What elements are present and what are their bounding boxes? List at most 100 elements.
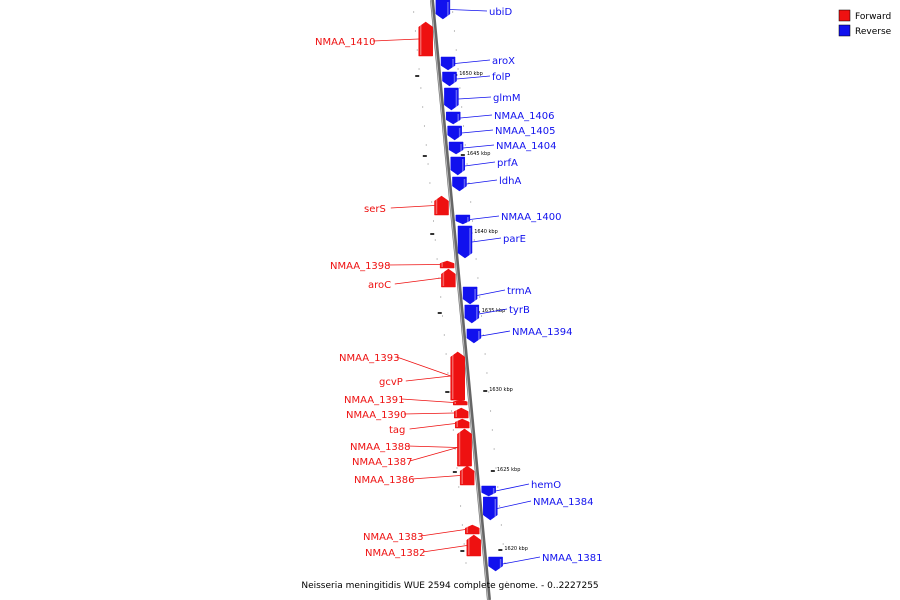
gene-folP[interactable]: folP: [442, 71, 511, 87]
gene-arrow[interactable]: [450, 156, 466, 176]
gene-label[interactable]: tag: [389, 425, 405, 436]
gene-arrow[interactable]: [440, 56, 456, 71]
gene-label[interactable]: NMAA_1384: [533, 497, 594, 508]
gene-label[interactable]: parE: [503, 234, 526, 245]
gene-NMAA_1383[interactable]: NMAA_1383: [363, 524, 480, 543]
gene-aroX[interactable]: aroX: [440, 56, 515, 71]
gene-leader-line: [461, 129, 494, 134]
gene-leader-line: [480, 330, 511, 337]
gene-leader-line: [407, 445, 458, 448]
gene-NMAA_1404[interactable]: NMAA_1404: [448, 141, 557, 155]
gene-arrow[interactable]: [435, 0, 451, 20]
gene-label[interactable]: aroC: [368, 280, 391, 291]
gene-serS[interactable]: serS: [364, 195, 449, 216]
gene-label[interactable]: tyrB: [509, 305, 530, 316]
gene-arrow[interactable]: [448, 141, 464, 155]
gene-label[interactable]: NMAA_1388: [350, 442, 411, 453]
gene-parE[interactable]: parE: [457, 225, 526, 259]
gene-label[interactable]: serS: [364, 204, 386, 215]
gene-trmA[interactable]: trmA: [462, 286, 532, 305]
gene-NMAA_1390[interactable]: NMAA_1390: [346, 407, 469, 421]
gene-label[interactable]: hemO: [531, 480, 561, 491]
gene-arrow[interactable]: [483, 496, 498, 521]
gene-arrow[interactable]: [457, 225, 473, 259]
gene-ubiD[interactable]: ubiD: [435, 0, 513, 20]
gene-NMAA_1382[interactable]: NMAA_1382: [365, 534, 482, 559]
gene-label[interactable]: trmA: [507, 286, 532, 297]
gene-label[interactable]: NMAA_1386: [354, 475, 415, 486]
gene-leader-line: [372, 38, 419, 42]
gene-arrow[interactable]: [465, 524, 480, 535]
gene-ldhA[interactable]: ldhA: [452, 176, 521, 192]
gene-label[interactable]: NMAA_1391: [344, 395, 405, 406]
gene-label[interactable]: NMAA_1404: [496, 141, 557, 152]
gene-leader-line: [403, 412, 455, 415]
gene-label[interactable]: prfA: [497, 158, 518, 169]
gene-prfA[interactable]: prfA: [450, 156, 518, 176]
gene-leader-line: [409, 447, 458, 462]
gene-label[interactable]: NMAA_1390: [346, 410, 407, 421]
gene-label[interactable]: folP: [492, 72, 510, 83]
gene-arrow[interactable]: [455, 214, 471, 225]
gene-label[interactable]: ubiD: [489, 7, 512, 18]
gene-arrow[interactable]: [418, 21, 433, 57]
gene-arrow[interactable]: [444, 87, 459, 111]
gene-NMAA_1394[interactable]: NMAA_1394: [466, 327, 573, 344]
gene-arrow[interactable]: [453, 407, 469, 419]
gene-label[interactable]: NMAA_1394: [512, 327, 573, 338]
gene-tag[interactable]: tag: [389, 418, 470, 436]
gene-NMAA_1386[interactable]: NMAA_1386: [354, 465, 475, 486]
gene-arrow[interactable]: [450, 351, 465, 401]
gene-NMAA_1381[interactable]: NMAA_1381: [488, 553, 603, 572]
gene-arrow[interactable]: [464, 304, 480, 324]
gene-NMAA_1387[interactable]: NMAA_1387: [352, 428, 472, 468]
gene-arrow[interactable]: [452, 176, 467, 192]
gene-NMAA_1391[interactable]: NMAA_1391: [344, 395, 468, 406]
gene-NMAA_1398[interactable]: NMAA_1398: [330, 260, 455, 272]
gene-arrow[interactable]: [462, 286, 478, 305]
gene-NMAA_1406[interactable]: NMAA_1406: [445, 111, 555, 125]
gene-arrow[interactable]: [441, 268, 456, 288]
gene-aroC[interactable]: aroC: [368, 268, 456, 291]
gene-arrow[interactable]: [454, 418, 470, 429]
gene-arrow[interactable]: [439, 260, 455, 269]
gene-leader-line: [463, 144, 495, 149]
gene-label[interactable]: NMAA_1410: [315, 37, 376, 48]
gene-glmM[interactable]: glmM: [444, 87, 521, 111]
gene-label[interactable]: NMAA_1382: [365, 548, 426, 559]
gene-tyrB[interactable]: tyrB: [464, 304, 530, 324]
gene-NMAA_1384[interactable]: NMAA_1384: [483, 496, 594, 521]
gene-arrow[interactable]: [488, 556, 503, 572]
gene-NMAA_1410[interactable]: NMAA_1410: [315, 21, 433, 57]
gene-label[interactable]: NMAA_1383: [363, 532, 424, 543]
gene-NMAA_1405[interactable]: NMAA_1405: [447, 125, 556, 141]
gene-arrow[interactable]: [447, 125, 462, 141]
gene-NMAA_1400[interactable]: NMAA_1400: [455, 212, 562, 225]
gene-label[interactable]: gcvP: [379, 377, 403, 388]
gene-label[interactable]: aroX: [492, 56, 515, 67]
tick-label: 1645 kbp: [467, 151, 491, 157]
gene-label[interactable]: NMAA_1393: [339, 353, 400, 364]
gene-arrow[interactable]: [457, 428, 472, 467]
tick-label: 1650 kbp: [459, 71, 483, 77]
gene-arrow[interactable]: [442, 71, 457, 87]
gene-arrow[interactable]: [445, 111, 461, 125]
gene-arrow[interactable]: [434, 195, 449, 216]
gene-label[interactable]: NMAA_1381: [542, 553, 603, 564]
gene-label[interactable]: NMAA_1387: [352, 457, 413, 468]
gene-arrow[interactable]: [452, 399, 468, 406]
gene-arrow[interactable]: [466, 328, 482, 344]
gene-arrow[interactable]: [466, 534, 482, 557]
gene-leader-line: [420, 529, 466, 537]
gene-label[interactable]: ldhA: [499, 176, 521, 187]
gene-label[interactable]: NMAA_1398: [330, 261, 391, 272]
gene-gcvP[interactable]: gcvP: [379, 351, 465, 401]
gene-label[interactable]: NMAA_1406: [494, 111, 555, 122]
gene-label[interactable]: NMAA_1400: [501, 212, 562, 223]
gene-arrow[interactable]: [459, 465, 475, 486]
gene-hemO[interactable]: hemO: [481, 480, 562, 497]
gene-label[interactable]: NMAA_1405: [495, 126, 556, 137]
gene-label[interactable]: glmM: [493, 93, 521, 104]
minor-ticks: [413, 11, 508, 583]
gene-arrow[interactable]: [481, 485, 496, 497]
